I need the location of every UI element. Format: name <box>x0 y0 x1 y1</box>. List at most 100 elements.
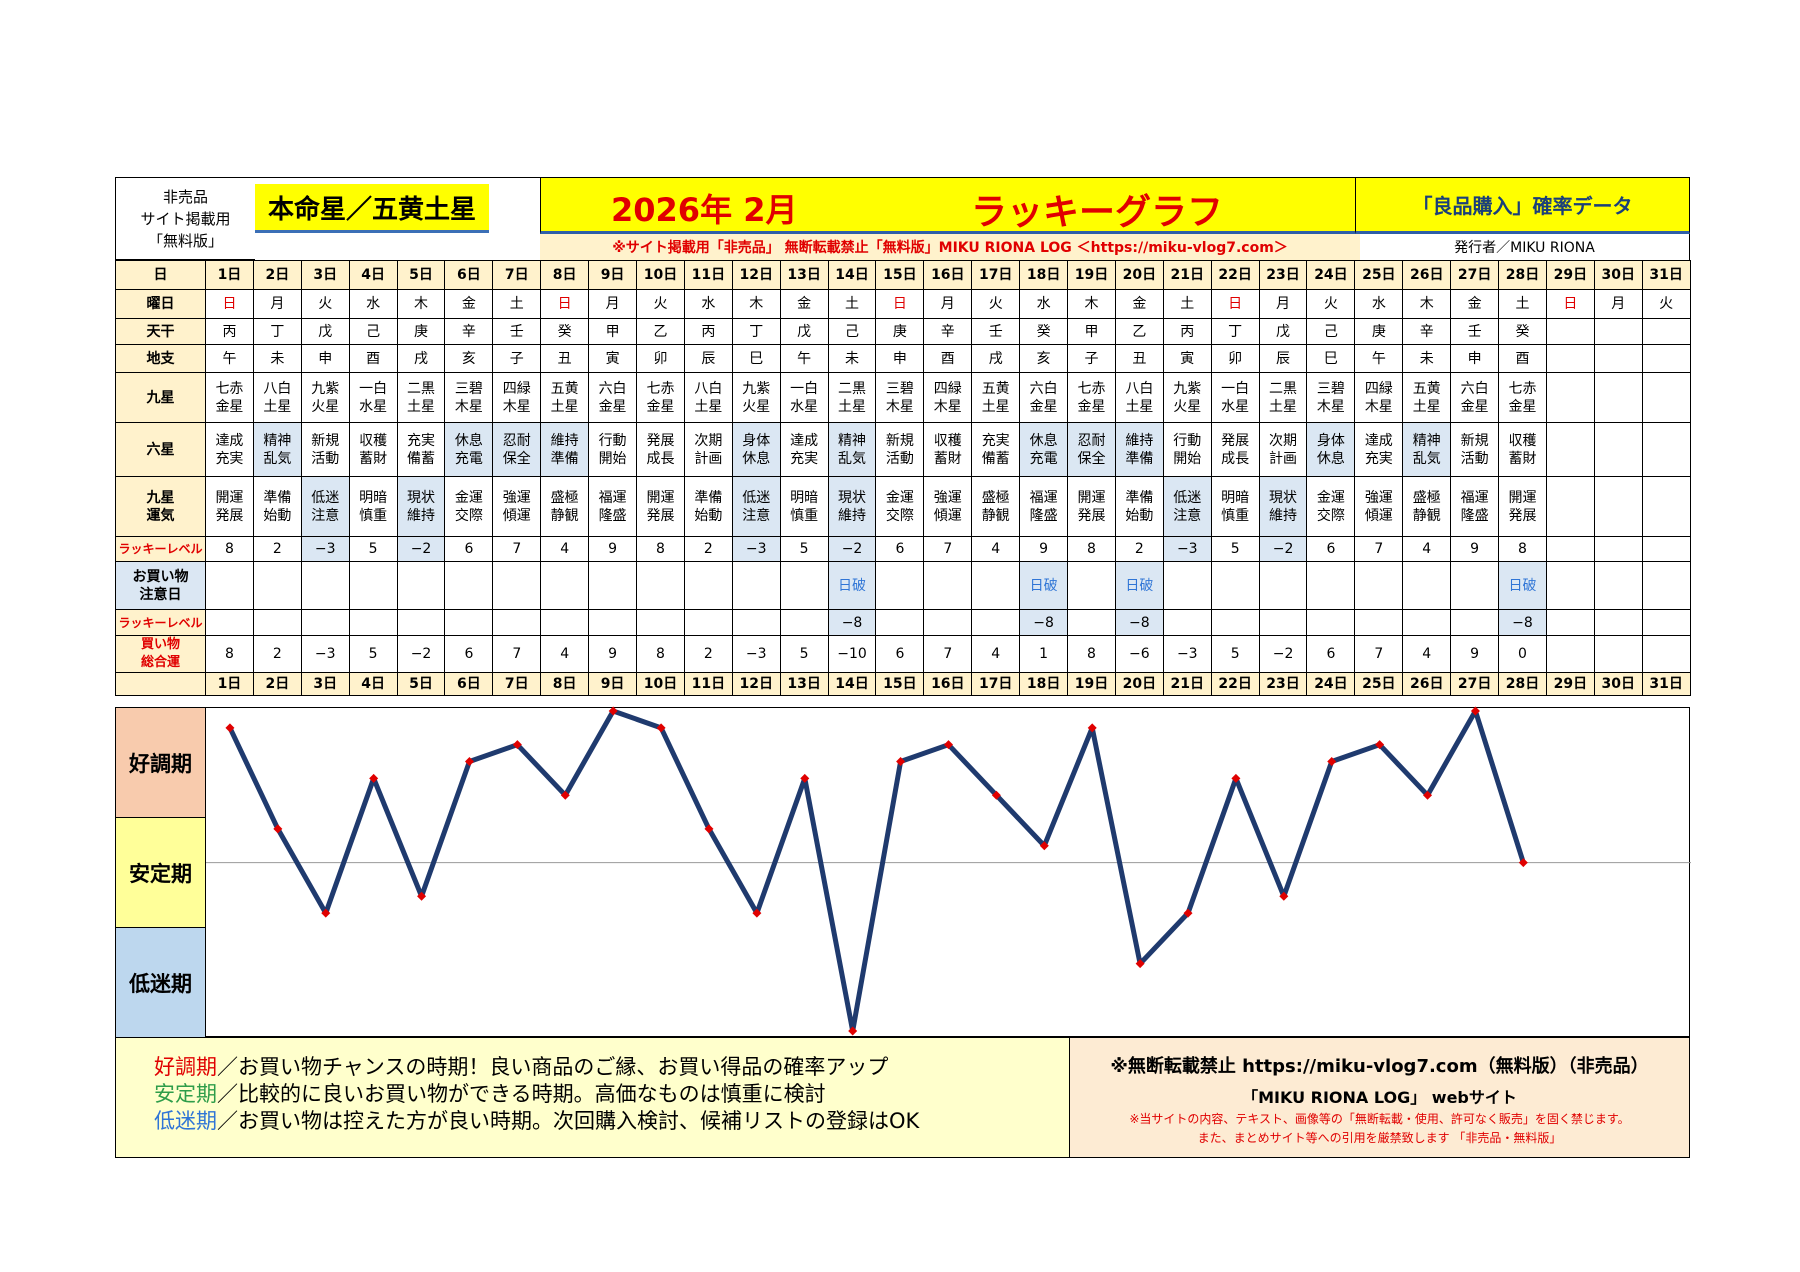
tenkan-cell: 庚 <box>1354 318 1404 345</box>
caution-cell <box>1545 561 1595 610</box>
unki-cell: 低迷 注意 <box>300 476 350 537</box>
total-cell <box>1545 635 1595 673</box>
kyusei-cell: 九紫 火星 <box>1162 372 1212 423</box>
caution-cell <box>396 561 446 610</box>
unki-cell: 現状 維持 <box>1258 476 1308 537</box>
lucky2-cell <box>779 609 829 636</box>
day-cell: 9日 <box>588 260 638 290</box>
total-cell: 6 <box>875 635 925 673</box>
day-cell: 5日 <box>396 260 446 290</box>
kyusei-cell: 三碧 木星 <box>1306 372 1356 423</box>
unki-cell: 金運 交際 <box>1306 476 1356 537</box>
rokusei-cell: 忍耐 保全 <box>1067 422 1116 477</box>
caution-cell <box>1258 561 1308 610</box>
lucky-cell: 4 <box>540 536 590 562</box>
lucky-cell: −2 <box>1258 536 1308 562</box>
chishi-cell: 卯 <box>1210 344 1260 373</box>
caution-cell <box>1306 561 1356 610</box>
tenkan-cell: 丙 <box>683 318 733 345</box>
data-point <box>848 1026 858 1036</box>
caution-cell <box>1450 561 1500 610</box>
rokusei-cell: 発展 成長 <box>1210 422 1260 477</box>
unki-cell: 低迷 注意 <box>731 476 781 537</box>
lucky-cell: 7 <box>492 536 542 562</box>
lucky-cell: 8 <box>1498 536 1547 562</box>
lucky-cell: −3 <box>731 536 781 562</box>
data-point <box>1470 706 1480 716</box>
day-footer-cell: 8日 <box>540 672 590 696</box>
total-cell: 1 <box>1019 635 1069 673</box>
lucky2-cell <box>300 609 350 636</box>
rokusei-cell: 新規 活動 <box>300 422 350 477</box>
day-footer-cell: 4日 <box>348 672 398 696</box>
day-cell: 30日 <box>1593 260 1643 290</box>
day-cell: 27日 <box>1450 260 1500 290</box>
unki-cell: 明暗 慎重 <box>1210 476 1260 537</box>
row-label-chishi: 地支 <box>115 344 206 373</box>
caution-cell <box>540 561 590 610</box>
chishi-cell <box>1593 344 1643 373</box>
kyusei-cell: 五黄 土星 <box>1402 372 1452 423</box>
data-point <box>944 740 953 750</box>
day-cell: 8日 <box>540 260 590 290</box>
tenkan-cell: 辛 <box>444 318 494 345</box>
lucky-cell <box>1545 536 1595 562</box>
row-label-weekday: 曜日 <box>115 289 206 319</box>
tenkan-cell: 甲 <box>588 318 638 345</box>
copyright-notice: ※サイト掲載用「非売品」 無断転載禁止「無料版」MIKU RIONA LOG ＜… <box>540 234 1360 260</box>
kyusei-cell: 七赤 金星 <box>205 372 254 423</box>
label-line-1: 非売品 <box>162 187 208 206</box>
data-point <box>512 740 522 750</box>
tenkan-cell: 癸 <box>540 318 590 345</box>
day-cell: 26日 <box>1402 260 1452 290</box>
unki-cell: 開運 発展 <box>636 476 685 537</box>
kyusei-cell: 四緑 木星 <box>1354 372 1404 423</box>
lucky2-cell: −8 <box>827 609 877 636</box>
total-cell: −3 <box>300 635 350 673</box>
total-cell: 4 <box>971 635 1021 673</box>
total-cell: 6 <box>444 635 494 673</box>
data-point <box>991 790 1001 800</box>
label-line-2: サイト掲載用 <box>140 209 231 228</box>
lucky-cell: 6 <box>444 536 494 562</box>
day-cell: 3日 <box>300 260 350 290</box>
day-cell: 31日 <box>1641 260 1691 290</box>
caution-cell <box>731 561 781 610</box>
weekday-cell: 土 <box>1498 289 1547 319</box>
lucky-cell: −2 <box>396 536 446 562</box>
chishi-cell: 未 <box>1402 344 1452 373</box>
data-point <box>417 891 427 901</box>
day-cell: 17日 <box>971 260 1021 290</box>
row-lucky: ラッキーレベル 8 2 −3 5 −2 6 7 4 9 8 2 −3 5 −2 6 7 4 9 8 2 −3 5 −2 6 7 4 9… <box>115 536 1691 562</box>
caution-cell: 日破 <box>1019 561 1069 610</box>
rokusei-cell: 発展 成長 <box>636 422 685 477</box>
tenkan-cell: 丙 <box>205 318 254 345</box>
label-line-3: 「無料版」 <box>147 231 223 250</box>
day-footer-cell: 6日 <box>444 672 494 696</box>
weekday-cell: 火 <box>1306 289 1356 319</box>
day-cell: 12日 <box>731 260 781 290</box>
unki-cell <box>1593 476 1643 537</box>
row-label-caution: お買い物 注意日 <box>115 561 206 610</box>
data-point <box>1327 757 1337 767</box>
unki-cell: 福運 隆盛 <box>588 476 638 537</box>
tenkan-cell: 丁 <box>731 318 781 345</box>
chishi-cell: 申 <box>875 344 925 373</box>
weekday-cell: 水 <box>348 289 398 319</box>
total-cell: −10 <box>827 635 877 673</box>
day-cell: 16日 <box>923 260 973 290</box>
unki-cell: 盛極 静観 <box>971 476 1021 537</box>
day-cell: 29日 <box>1545 260 1595 290</box>
kyusei-cell: 六白 金星 <box>588 372 638 423</box>
total-cell: −3 <box>1162 635 1212 673</box>
day-footer-cell: 2日 <box>252 672 302 696</box>
unki-cell: 強運 傾運 <box>492 476 542 537</box>
data-point <box>1279 891 1289 901</box>
kyusei-cell: 二黒 土星 <box>1258 372 1308 423</box>
chishi-cell: 子 <box>1067 344 1116 373</box>
caution-cell <box>492 561 542 610</box>
day-cell: 28日 <box>1498 260 1547 290</box>
day-cell: 14日 <box>827 260 877 290</box>
total-cell: 0 <box>1498 635 1547 673</box>
unki-cell <box>1545 476 1595 537</box>
